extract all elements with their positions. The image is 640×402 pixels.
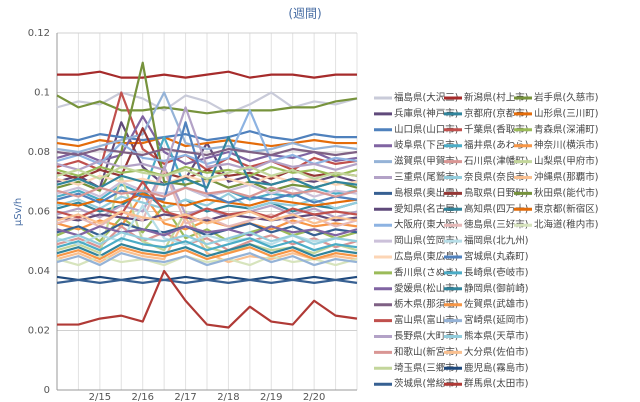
- legend-label: 熊本県(天草市): [464, 330, 528, 342]
- x-tick-label: 2/15: [89, 392, 111, 402]
- legend-label: 福島県(大沢三): [394, 92, 458, 104]
- y-tick-label: 0.12: [28, 28, 50, 39]
- legend-label: 山形県(三川町): [534, 107, 598, 119]
- series-line: [56, 213, 358, 222]
- chart-title: (週間): [288, 7, 321, 21]
- series-line: [56, 237, 358, 252]
- series-line: [56, 255, 358, 267]
- series-line: [56, 127, 358, 180]
- legend-label: 福岡県(北九州): [464, 235, 528, 247]
- series-line: [56, 246, 358, 261]
- legend-label: 山梨県(甲府市): [534, 155, 598, 167]
- x-tick-label: 2/17: [174, 392, 196, 402]
- legend-label: 高知県(四万十): [464, 203, 528, 215]
- legend-label: 岐阜県(下呂市): [394, 139, 458, 151]
- legend-label: 愛知県(名古屋): [394, 203, 458, 215]
- legend-label: 島根県(奥出雲): [394, 187, 458, 199]
- series-line: [56, 94, 358, 115]
- series-line: [56, 106, 358, 171]
- legend-label: 徳島県(三好市): [464, 219, 528, 231]
- legend-label: 宮崎県(延岡市): [464, 314, 528, 326]
- legend-label: 宮城県(丸森町): [464, 251, 528, 263]
- legend-label: 秋田県(能代市): [534, 187, 598, 199]
- legend-label: 栃木県(那須塩): [394, 298, 458, 310]
- series-line: [56, 136, 358, 189]
- series-line: [56, 204, 358, 246]
- x-tick-label: 2/16: [131, 392, 153, 402]
- series-line: [56, 165, 358, 180]
- y-tick-label: 0.04: [28, 266, 50, 277]
- legend: 福島県(大沢三) 新潟県(村上市) 岩手県(久慈市) 兵庫県(神戸市) 京都府(京都市)…: [374, 92, 598, 390]
- legend-label: 埼玉県(三郷市): [394, 362, 458, 374]
- series-line: [56, 130, 357, 142]
- series-line: [56, 180, 358, 219]
- legend-label: 静岡県(御前崎): [464, 282, 528, 294]
- series-line: [56, 252, 358, 267]
- legend-label: 大分県(佐伯市): [464, 346, 528, 358]
- series-line: [56, 91, 358, 115]
- x-tick-label: 2/19: [260, 392, 282, 402]
- series-line: [56, 278, 358, 284]
- series-line: [56, 192, 358, 210]
- y-axis-label: μSv/h: [13, 198, 24, 226]
- legend-label: 愛媛県(松山市): [394, 282, 458, 294]
- legend-label: 佐賀県(武雄市): [464, 298, 528, 310]
- x-tick-label: 2/20: [303, 392, 325, 402]
- series-line: [57, 269, 358, 329]
- legend-label: 兵庫県(神戸市): [394, 107, 458, 119]
- series-line: [56, 180, 358, 198]
- legend-label: 大阪府(東大阪): [394, 219, 458, 231]
- series-line: [57, 70, 357, 79]
- series-line: [56, 91, 358, 154]
- legend-label: 神奈川(横浜市): [534, 139, 598, 151]
- legend-label: 広島県(東広島): [394, 251, 458, 263]
- series-line: [56, 186, 358, 198]
- series-line: [56, 210, 358, 225]
- legend-label: 茨城県(常総市): [394, 378, 458, 390]
- legend-label: 京都府(京都市): [464, 107, 528, 119]
- series-line: [56, 147, 358, 157]
- legend-label: 東京都(新宿区): [534, 203, 598, 215]
- series-line: [56, 165, 358, 177]
- legend-label: 沖縄県(那覇市): [534, 171, 598, 183]
- legend-label: 千葉県(香取市): [464, 123, 528, 135]
- series-line: [56, 231, 358, 246]
- y-tick-label: 0.02: [28, 326, 50, 337]
- legend-label: 滋賀県(甲賀市): [394, 155, 458, 167]
- series-line: [56, 243, 358, 258]
- legend-label: 香川県(さぬき): [394, 267, 458, 278]
- legend-label: 岩手県(久慈市): [534, 92, 598, 104]
- legend-label: 新潟県(村上市): [464, 92, 528, 104]
- legend-label: 福井県(あわら): [464, 139, 528, 151]
- legend-label: 岡山県(笠岡市): [394, 235, 458, 247]
- series-line: [56, 115, 358, 165]
- series-line: [56, 225, 358, 237]
- legend-label: 山口県(山口市): [394, 123, 458, 135]
- y-tick-label: 0: [44, 385, 50, 396]
- legend-label: 群馬県(太田市): [464, 378, 528, 390]
- legend-label: 長野県(大町市): [394, 330, 458, 342]
- legend-label: 和歌山(新宮市): [394, 346, 458, 358]
- legend-label: 富山県(富山市): [394, 314, 458, 326]
- legend-label: 奈良県(奈良市): [464, 171, 528, 183]
- series-line: [56, 192, 358, 207]
- legend-label: 北海道(稚内市): [534, 219, 598, 231]
- legend-label: 長崎県(壱岐市): [464, 266, 528, 278]
- x-tick-label: 2/18: [217, 392, 239, 402]
- series-line: [56, 174, 358, 186]
- legend-label: 石川県(津幡町): [464, 155, 528, 167]
- legend-label: 青森県(深浦町): [534, 123, 598, 135]
- legend-label: 鳥取県(日野町): [464, 187, 528, 199]
- y-tick-label: 0.06: [28, 207, 50, 218]
- legend-label: 鹿児島(霧島市): [464, 362, 528, 374]
- legend-label: 三重県(尾鷲市): [394, 171, 458, 183]
- y-tick-label: 0.08: [28, 147, 50, 158]
- y-tick-label: 0.1: [34, 88, 50, 99]
